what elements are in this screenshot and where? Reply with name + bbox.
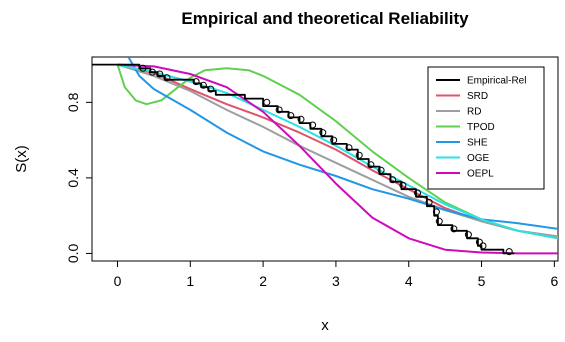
legend-label: SRD xyxy=(467,91,488,102)
empirical-point xyxy=(464,231,472,239)
empirical-point xyxy=(435,217,443,225)
empirical-point xyxy=(319,129,327,137)
empirical-point xyxy=(163,74,171,82)
x-tick-label: 2 xyxy=(259,273,267,289)
empirical-point xyxy=(330,136,338,144)
empirical-point xyxy=(414,189,421,197)
y-tick-label: 0.0 xyxy=(65,244,81,264)
legend-box xyxy=(427,66,545,190)
empirical-point xyxy=(425,198,433,206)
plot-area-frame xyxy=(91,56,559,262)
empirical-point xyxy=(275,106,283,114)
empirical-point xyxy=(139,64,147,72)
x-axis: 0 1 2 3 4 5 6 xyxy=(114,261,558,289)
x-tick-label: 5 xyxy=(478,273,486,289)
series-line-rd xyxy=(117,63,558,238)
y-tick-label: 0.8 xyxy=(65,92,81,112)
series-line-tpod xyxy=(116,64,558,240)
empirical-point xyxy=(263,98,271,106)
empirical-point xyxy=(389,176,397,184)
series-line-empirical-rel xyxy=(92,63,515,255)
y-axis: 0.0 0.4 0.8 xyxy=(65,92,92,263)
x-axis-label: x xyxy=(321,317,329,334)
empirical-point xyxy=(355,151,363,159)
empirical-point xyxy=(450,225,458,233)
legend-label: OEPL xyxy=(467,169,494,180)
empirical-point xyxy=(345,144,353,152)
empirical-point xyxy=(287,112,295,120)
empirical-point xyxy=(505,248,513,256)
empirical-point xyxy=(399,181,407,189)
legend-label: OGE xyxy=(467,153,490,164)
empirical-point xyxy=(377,166,385,174)
empirical-point xyxy=(192,78,200,86)
empirical-point xyxy=(432,208,440,216)
empirical-point xyxy=(156,70,164,78)
legend-label: Empirical-Rel xyxy=(467,76,526,87)
x-tick-label: 1 xyxy=(186,273,194,289)
series-line-oepl xyxy=(117,63,558,255)
chart-title: Empirical and theoretical Reliability xyxy=(181,9,469,28)
x-tick-label: 6 xyxy=(550,273,558,289)
y-tick-label: 0.4 xyxy=(65,168,81,188)
legend-label: RD xyxy=(467,107,481,118)
legend-label: TPOD xyxy=(467,122,495,133)
empirical-point xyxy=(297,115,305,123)
series-line-oge xyxy=(117,63,558,240)
empirical-point xyxy=(367,161,375,169)
legend: Empirical-Rel SRD RD TPOD SHE OGE OEPL xyxy=(427,66,545,190)
x-tick-label: 4 xyxy=(405,273,413,289)
legend-label: SHE xyxy=(467,138,488,149)
empirical-point xyxy=(475,238,483,246)
y-axis-label: S(x) xyxy=(13,145,30,173)
empirical-point xyxy=(148,68,156,76)
x-tick-label: 0 xyxy=(114,273,122,289)
empirical-point xyxy=(309,121,317,129)
empirical-point xyxy=(479,242,487,250)
x-tick-label: 3 xyxy=(332,273,340,289)
empirical-point xyxy=(199,81,207,89)
series-layer xyxy=(92,57,558,256)
empirical-point xyxy=(207,85,215,93)
